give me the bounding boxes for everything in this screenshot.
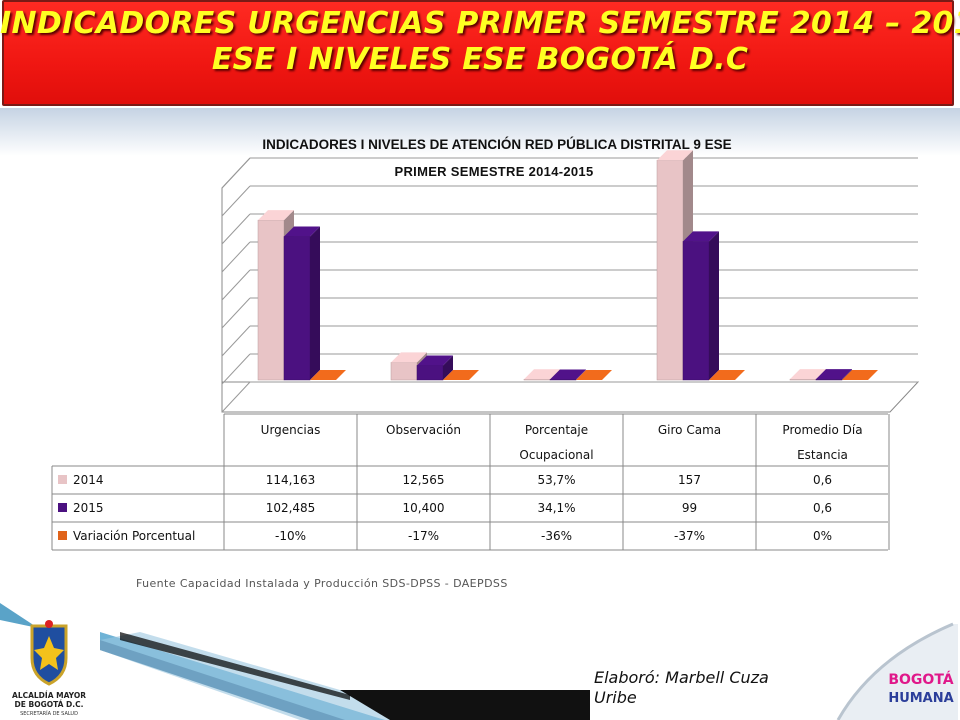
data-label: 157	[678, 473, 701, 487]
category-label: Urgencias	[261, 423, 321, 437]
bar-top-2-4	[842, 370, 878, 380]
data-label: 0,6	[813, 501, 832, 515]
data-label: 99	[682, 501, 697, 515]
author-credit: Elaboró: Marbell Cuza Uribe	[594, 668, 769, 707]
logo-right-text-2: HUMANA	[888, 691, 953, 706]
gridline-diag	[221, 213, 251, 245]
page-title-line1: INDICADORES URGENCIAS PRIMER SEMESTRE 20…	[0, 6, 960, 41]
gridline-diag	[221, 353, 251, 385]
data-label: -10%	[275, 529, 306, 543]
data-label: 53,7%	[537, 473, 575, 487]
source-note: Fuente Capacidad Instalada y Producción …	[136, 577, 508, 590]
bar-0-0	[257, 219, 285, 381]
category-label: Giro Cama	[658, 423, 721, 437]
bar-top-2-0	[310, 370, 346, 380]
bar-side-1-0	[310, 226, 320, 380]
bar-1-0	[283, 236, 311, 381]
bar-top-1-0	[284, 226, 320, 237]
gridline-diag	[221, 157, 251, 189]
gridline-diag	[221, 269, 251, 301]
logo-right-text-1: BOGOTÁ	[888, 671, 953, 688]
bar-top-0-2	[524, 369, 560, 380]
bar-top-0-0	[258, 210, 294, 221]
alcaldia-logo: ALCALDÍA MAYOR DE BOGOTÁ D.C. SECRETARÍA…	[12, 620, 86, 717]
bar-top-0-3	[657, 150, 693, 161]
data-label: 102,485	[266, 501, 316, 515]
bar-top-1-4	[816, 369, 852, 380]
bar-top-1-1	[417, 355, 453, 366]
legend-swatch-1	[58, 503, 67, 512]
category-label: Estancia	[797, 448, 848, 462]
bar-top-1-3	[683, 231, 719, 242]
page-title-line2: ESE I NIVELES ESE BOGOTÁ D.C	[211, 42, 749, 77]
data-label: 34,1%	[537, 501, 575, 515]
gridline-diag	[221, 297, 251, 329]
logo-left-text-2: DE BOGOTÁ D.C.	[15, 700, 84, 709]
data-label: -17%	[408, 529, 439, 543]
bogota-humana-logo: BOGOTÁ HUMANA	[836, 622, 958, 720]
banner-shadow	[0, 108, 960, 156]
gridline-diag	[221, 325, 251, 357]
data-label: -37%	[674, 529, 705, 543]
bar-top-2-3	[709, 370, 745, 380]
chart-title: INDICADORES I NIVELES DE ATENCIÓN RED PÚ…	[262, 137, 731, 152]
category-label: Ocupacional	[519, 448, 593, 462]
bar-top-2-2	[576, 370, 612, 380]
bar-top-2-1	[443, 370, 479, 380]
gridline-diag	[221, 241, 251, 273]
gridline-diag	[221, 185, 251, 217]
bar-0-3	[656, 159, 684, 381]
bar-top-1-2	[550, 369, 586, 380]
legend-swatch-2	[58, 531, 67, 540]
logo-left-text-1: ALCALDÍA MAYOR	[12, 691, 86, 700]
data-label: 0,6	[813, 473, 832, 487]
bar-side-1-4	[842, 369, 852, 380]
data-label: 0%	[813, 529, 832, 543]
title-banner	[2, 0, 954, 106]
chart-subtitle: PRIMER SEMESTRE 2014-2015	[395, 164, 594, 179]
category-label: Porcentaje	[525, 423, 588, 437]
logo-left-text-3: SECRETARÍA DE SALUD	[20, 710, 78, 717]
data-label: 114,163	[266, 473, 316, 487]
legend-label-0: 2014	[73, 473, 104, 487]
category-label: Promedio Día	[782, 423, 862, 437]
bar-side-1-1	[443, 355, 453, 380]
data-label: 10,400	[403, 501, 445, 515]
legend-swatch-0	[58, 475, 67, 484]
category-label: Observación	[386, 423, 461, 437]
data-label: -36%	[541, 529, 572, 543]
data-label: 12,565	[403, 473, 445, 487]
bar-1-3	[682, 241, 710, 381]
legend-label-2: Variación Porcentual	[73, 529, 195, 543]
bar-side-1-2	[576, 369, 586, 380]
legend-label-1: 2015	[73, 501, 104, 515]
gridline-diag	[221, 381, 251, 413]
bar-side-1-3	[709, 231, 719, 380]
bar-top-0-4	[790, 369, 826, 380]
bar-top-0-1	[391, 352, 427, 363]
